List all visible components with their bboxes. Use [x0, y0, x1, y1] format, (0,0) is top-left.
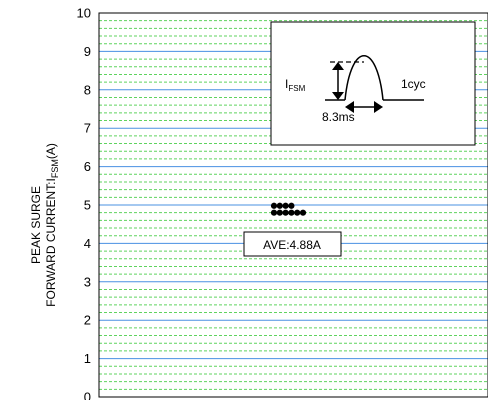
data-point [282, 209, 289, 216]
data-point [299, 209, 307, 216]
y-tick-label: 0 [84, 390, 91, 400]
data-point [288, 209, 295, 216]
y-axis-label-sub: FSM [50, 159, 60, 178]
y-tick-label: 7 [84, 121, 91, 136]
y-tick-label: 1 [84, 351, 91, 366]
plot-frame [98, 12, 488, 398]
data-point [276, 209, 283, 216]
y-tick-label: 5 [84, 198, 91, 213]
y-tick-label: 9 [84, 44, 91, 59]
data-point [288, 202, 295, 209]
y-tick-label: 8 [84, 82, 91, 97]
inset-half-sine [344, 55, 384, 101]
inset-amplitude-arrow-up [332, 62, 344, 70]
inset-duration-arrow-right [374, 101, 383, 113]
inset-amplitude-arrow-down [332, 92, 344, 100]
y-tick-label: 6 [84, 159, 91, 174]
data-point [270, 209, 278, 216]
data-point [294, 209, 301, 216]
inset-cycle-label: 1cyc [401, 77, 426, 91]
y-axis-label-line2: FORWARD CURRENT:IFSM(A) [44, 143, 60, 307]
y-tick-label: 2 [84, 313, 91, 328]
inset-ifsm-label: IFSM [285, 77, 306, 93]
y-tick-labels: 0 1 2 3 4 5 6 7 8 9 10 [77, 6, 91, 400]
y-axis-label-line1: PEAK SURGE [29, 186, 43, 264]
inset-duration-arrow-left [345, 101, 354, 113]
data-point [270, 202, 278, 209]
waveform-inset: IFSM 1cyc 8.3ms [270, 21, 476, 146]
data-point [282, 202, 289, 209]
y-axis-label-unit: (A) [44, 143, 58, 159]
inset-box [270, 21, 476, 146]
data-points [270, 202, 307, 216]
average-annotation: AVE:4.88A [263, 238, 321, 252]
inset-time-label: 8.3ms [322, 110, 355, 124]
data-point [276, 202, 283, 209]
y-tick-label: 10 [77, 6, 91, 21]
y-axis-label-main: FORWARD CURRENT:I [44, 178, 58, 307]
y-tick-label: 4 [84, 236, 91, 251]
average-annotation-box [243, 231, 342, 257]
y-tick-label: 3 [84, 274, 91, 289]
